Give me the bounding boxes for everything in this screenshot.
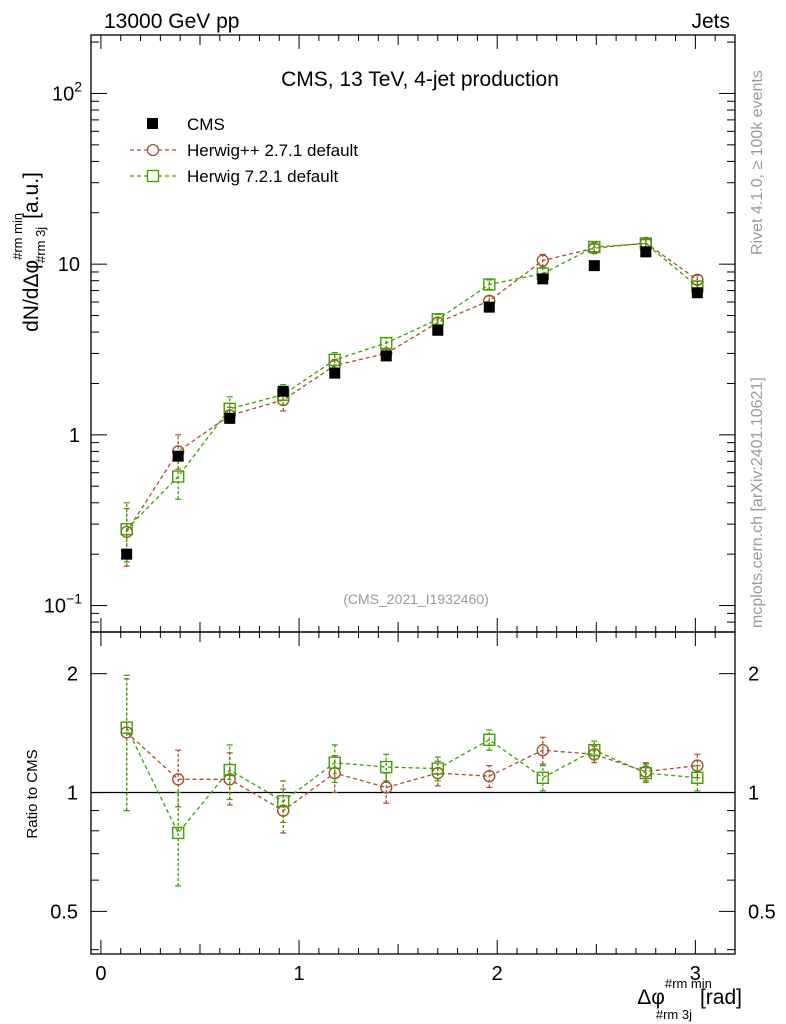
ratio-y-tick-label-left: 2 [67,664,78,686]
cms-point [121,548,133,560]
header-left: 13000 GeV pp [104,10,239,33]
analysis-id: (CMS_2021_I1932460) [343,591,489,607]
main-panel-data [120,236,704,567]
ylabel-sup: #rm min [10,213,25,260]
ratio-herwigpp-point [171,773,185,786]
rivet-version-text: Rivet 4.1.0, ≥ 100k events [749,70,766,255]
herwig7-point [380,336,393,350]
ratio-herwig7-point [431,762,444,775]
mcplots-source-text: mcplots.cern.ch [arXiv:2401.10621] [749,377,766,628]
ratio-herwig7-point [277,795,290,808]
ratio-herwig7-point [171,826,185,840]
ratio-herwig7-line [126,727,698,835]
cms-point [691,287,703,299]
legend-herwig7-marker [146,169,160,183]
ratio-herwigpp-line [126,731,698,812]
ratio-herwig7-point [120,721,133,734]
ylabel-unit: [a.u.] [20,172,43,219]
legend-herwigpp-label: Herwig++ 2.7.1 default [187,141,358,160]
herwig7-point [120,523,133,536]
y-tick-label: 1 [69,425,80,447]
cms-point [432,324,444,336]
ratio-herwig7-point [639,766,653,780]
ratio-herwig7-point [588,743,601,757]
ratio-herwig7-point [691,771,704,784]
cms-point [483,301,495,313]
legend-cms-label: CMS [187,115,225,134]
xlabel-sup: #rm min [665,976,712,991]
ratio-axis-ticks: 0 1 2 3 0.5 0.5 1 1 2 2 [50,632,776,985]
legend: CMS Herwig++ 2.7.1 default Herwig 7.2.1 … [130,115,358,186]
x-tick-label: 1 [293,963,304,985]
ratio-y-tick-label-right: 0.5 [748,901,776,923]
x-axis-label: Δφ#rm min #rm 3j [rad] [637,976,742,1022]
svg-text:dN/dΔφ#rm min#rm 3j[a.u.]: dN/dΔφ#rm min #rm 3j [a.u.] [10,172,48,332]
x-tick-label: 0 [95,963,106,985]
y-tick-label: 10 [58,254,80,276]
herwig7-point [328,353,341,367]
ratio-herwigpp-point [536,743,549,757]
ratio-herwig7-point [483,733,496,746]
ratio-herwigpp-point [691,759,704,772]
cms-point [172,450,184,462]
ratio-herwig7-point [328,756,341,769]
herwigpp-line [126,242,698,533]
herwig7-point [483,278,496,291]
main-axis-ticks: 10−1 1 10 102 [44,35,736,633]
ratio-y-tick-label-left: 0.5 [50,901,78,923]
legend-cms-marker [147,118,158,129]
herwigpp-point [536,254,549,267]
ratio-herwig7-point [380,760,393,774]
xlabel-main: Δφ [637,986,665,1009]
cms-point [277,385,289,397]
ratio-y-axis-label: Ratio to CMS [24,749,41,838]
ratio-herwig7-point [536,771,549,784]
ratio-y-tick-label-right: 1 [748,783,759,805]
header-right: Jets [691,10,730,33]
ratio-herwig7-point [223,763,236,777]
herwig7-point [588,240,601,254]
herwig7-point [171,470,185,483]
chart-title: CMS, 13 TeV, 4-jet production [281,68,559,91]
legend-herwig7-label: Herwig 7.2.1 default [187,167,338,186]
xlabel-unit: [rad] [700,986,742,1009]
ratio-herwigpp-point [483,769,496,783]
ratio-y-tick-label-right: 2 [748,664,759,686]
legend-herwigpp-marker [146,143,160,157]
cms-point [329,367,341,379]
ratio-herwigpp-point [380,781,393,794]
ratio-panel-data [120,674,704,887]
cms-point [640,246,652,258]
ylabel-sub: #rm 3j [33,227,48,263]
y-tick-label: 10−1 [44,591,82,618]
ylabel-main: dN/dΔφ [20,260,43,332]
cms-point [224,412,236,424]
x-tick-label: 3 [690,963,701,985]
cms-point [537,273,549,285]
main-y-axis-label: dN/dΔφ#rm min #rm 3j [a.u.] [10,172,48,332]
ratio-y-tick-label-left: 1 [67,783,78,805]
x-tick-label: 2 [492,963,503,985]
cms-point [380,350,392,362]
cms-point [588,260,600,272]
y-tick-label: 102 [52,78,82,105]
herwig7-line [126,242,698,530]
xlabel-sub: #rm 3j [656,1007,692,1022]
